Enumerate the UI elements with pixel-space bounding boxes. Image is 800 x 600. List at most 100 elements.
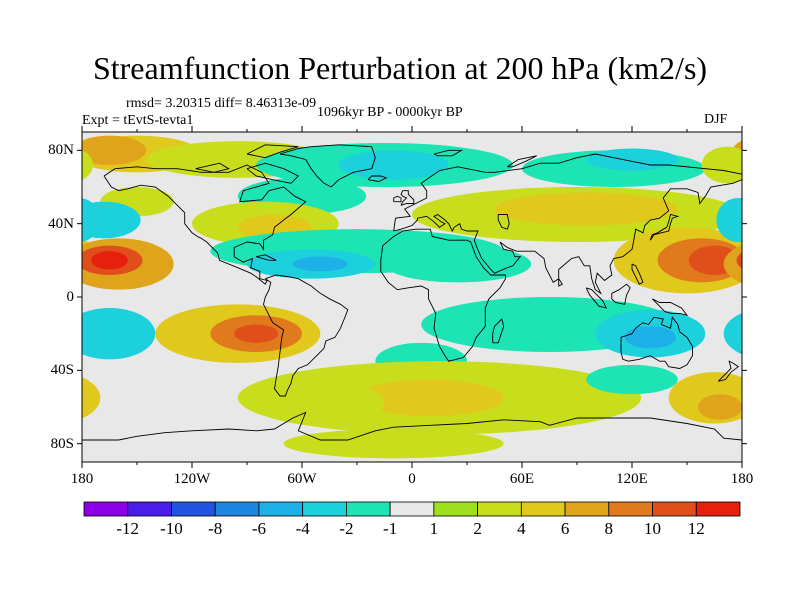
colorbar-swatch — [258, 501, 304, 517]
experiment-label: Expt = tEvtS-tevta1 — [82, 113, 194, 128]
coastline-madagascar — [492, 318, 505, 344]
x-tick-label: 60E — [509, 471, 535, 487]
contour-region-southeast-pacific-positive-wrap — [82, 377, 101, 419]
contour-region-south-pacific-max-positive — [234, 324, 279, 343]
colorbar-swatch — [477, 501, 522, 517]
x-tick-label: 180 — [730, 471, 754, 487]
contour-region-arctic-positive-west — [82, 135, 147, 165]
colorbar-label: -2 — [339, 519, 354, 538]
contour-region-southern-pacific-positive — [256, 381, 385, 426]
colorbar-label: 1 — [429, 519, 439, 538]
season-label: DJF — [704, 112, 728, 127]
colorbar-swatch — [608, 501, 653, 517]
colorbar-label: 8 — [604, 519, 614, 538]
contour-region-pacific-west-negative — [82, 201, 141, 239]
colorbar-swatch — [345, 501, 391, 517]
colorbar-label: 2 — [473, 519, 482, 538]
contour-region-southeast-pacific-core — [698, 394, 742, 420]
coastline-philippines — [631, 263, 644, 285]
contour-region-south-pacific-negative-west-wrap — [723, 313, 742, 355]
coastline-svalbard — [433, 149, 464, 157]
period-label: 1096kyr BP - 0000kyr BP — [317, 105, 463, 120]
colorbar — [83, 501, 741, 517]
stats-line: rmsd= 3.20315 diff= 8.46313e-09 — [126, 96, 317, 111]
colorbar-swatch — [171, 501, 216, 517]
x-tick-label: 0 — [408, 471, 416, 487]
contour-region-atlantic-negative-max — [292, 256, 348, 272]
coastline-cuba — [256, 254, 277, 261]
y-tick-label: 80S — [50, 435, 74, 452]
colorbar-label: 12 — [687, 519, 705, 538]
contour-region-south-pacific-negative-west — [82, 308, 156, 360]
colorbar-swatch — [389, 501, 435, 517]
coastline-greenland — [279, 144, 376, 188]
colorbar-label: -10 — [160, 519, 183, 538]
coastline-borneo — [611, 283, 631, 305]
coastline-ireland — [393, 195, 402, 203]
coastline-ellesmere — [246, 144, 299, 159]
coastline-north-america — [103, 164, 307, 285]
contour-region-far-east-positive — [701, 146, 742, 184]
coastline-victoria-island — [195, 162, 230, 173]
coastline-novaya-zemlya — [507, 155, 537, 168]
colorbar-swatch — [695, 501, 741, 517]
contour-region-southern-core-positive — [357, 379, 504, 417]
colorbar-swatch — [83, 501, 129, 517]
axis-ticks — [77, 126, 747, 468]
contour-region-west-pacific-core-positive-wrap — [82, 251, 86, 270]
colorbar-label: -12 — [116, 519, 140, 538]
coastline-japan — [649, 213, 680, 241]
contour-region-north-pole-core-negative — [338, 150, 449, 180]
x-tick-label: 120W — [173, 471, 211, 487]
coastline-antarctica — [82, 411, 742, 441]
colorbar-label: -6 — [251, 519, 266, 538]
contour-region-africa-negative — [384, 245, 532, 283]
coastline-eurasia — [393, 153, 742, 295]
coastline-iceland — [367, 175, 388, 182]
contour-region-eurasia-core-positive — [494, 192, 678, 226]
coastline-australia — [620, 316, 693, 369]
coastline-caspian — [497, 214, 510, 230]
coastline-british-isles — [400, 190, 415, 206]
coastline-sri-lanka — [558, 278, 563, 287]
colorbar-swatch — [520, 501, 566, 517]
contour-region-far-east-positive-wrap — [82, 149, 93, 181]
colorbar-label: 6 — [560, 519, 570, 538]
coastline-baffin — [246, 162, 300, 184]
coastline-new-guinea — [651, 298, 689, 317]
coastline-sumatra — [585, 287, 608, 309]
contour-region-antarctic-south-positive — [283, 429, 504, 459]
contour-region-australia-core-negative — [624, 326, 676, 349]
contour-region-eastern-pacific-max-wrap — [736, 252, 742, 269]
y-tick-label: 80N — [48, 142, 74, 159]
coastline-africa — [380, 228, 506, 362]
colorbar-swatch — [433, 501, 479, 517]
y-tick-label: 40S — [50, 362, 74, 379]
y-tick-label: 40N — [48, 215, 74, 232]
colorbar-swatch — [214, 501, 260, 517]
x-tick-label: 60W — [287, 471, 317, 487]
contour-region-east-edge-negative — [716, 198, 742, 242]
colorbar-swatch — [302, 501, 347, 517]
contour-region-east-edge-negative-wrap — [82, 198, 101, 242]
colorbar-swatch — [127, 501, 172, 517]
coastline-south-america — [263, 274, 349, 397]
x-tick-label: 120E — [616, 471, 648, 487]
contour-region-east-asia-core-negative — [586, 148, 678, 171]
colorbar-swatch — [652, 501, 697, 517]
contour-region-arctic-pacific-positive-wrap — [732, 144, 742, 164]
coastline-new-zealand — [717, 360, 740, 382]
colorbar-label: -8 — [208, 519, 223, 538]
colorbar-label: -1 — [383, 519, 398, 538]
contour-region-eastern-pacific-peak — [91, 251, 128, 270]
x-tick-label: 180 — [70, 471, 94, 487]
colorbar-swatch — [564, 501, 610, 517]
map-field — [82, 132, 742, 462]
colorbar-label: -4 — [295, 519, 310, 538]
contour-region-eastern-pacific-positive-wrap — [723, 244, 742, 284]
colorbar-label: 4 — [517, 519, 526, 538]
figure-title: Streamfunction Perturbation at 200 hPa (… — [92, 50, 708, 86]
coastlines — [82, 144, 742, 441]
